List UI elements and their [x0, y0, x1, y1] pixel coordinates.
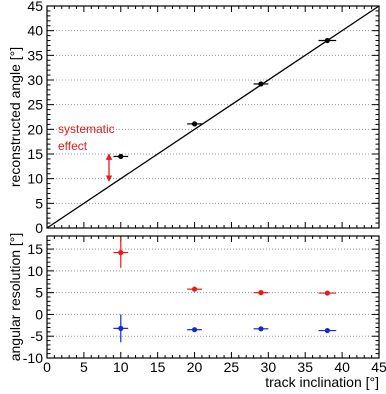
data-point-blue [258, 326, 264, 332]
data-point-black [191, 121, 198, 127]
top-panel: 0 5 10 15 20 25 30 35 40 45 reconstructed angle [°… [7, 0, 380, 236]
bottom-panel: -10 -5 0 5 10 15 0 5 10 15 20 25 30 35 40 45 angular res… [7, 233, 386, 390]
data-point-black [118, 153, 124, 160]
data-point-blue [118, 325, 124, 331]
plot-frame [46, 235, 380, 359]
annotation-text: systematic [58, 122, 115, 136]
annotation-text: effect [58, 139, 88, 153]
y-tick-label: -10 [23, 350, 43, 366]
x-tick-label: 5 [80, 359, 88, 375]
y-tick-label: 0 [35, 220, 43, 236]
y-tick-label: 40 [27, 23, 43, 39]
y-tick-label: 20 [27, 121, 43, 137]
data-point-red [324, 290, 330, 296]
y-tick-label: 10 [27, 171, 43, 187]
y-axis-label: reconstructed angle [°] [7, 47, 23, 187]
data-point-red [258, 290, 264, 296]
x-tick-label: 35 [297, 359, 313, 375]
x-tick-label: 25 [224, 359, 240, 375]
y-tick-label: 10 [27, 263, 43, 279]
y-axis-label: angular resolution [°] [7, 233, 23, 362]
x-tick-label: 45 [371, 359, 386, 375]
x-tick-label: 40 [334, 359, 350, 375]
x-tick-label: 30 [261, 359, 277, 375]
x-axis-label: track inclination [°] [265, 374, 379, 390]
x-tick-label: 15 [150, 359, 166, 375]
x-tick-label: 10 [113, 359, 129, 375]
y-tick-label: 0 [35, 306, 43, 322]
y-tick-label: 15 [27, 146, 43, 162]
x-tick-label: 0 [43, 359, 51, 375]
y-tick-label: 30 [27, 72, 43, 88]
data-point-red [191, 286, 198, 292]
reference-line [46, 5, 380, 229]
data-point-red [118, 249, 124, 256]
y-tick-label: -5 [31, 328, 44, 344]
y-tick-label: 5 [35, 285, 43, 301]
data-point-blue [191, 327, 198, 333]
data-point-black [324, 37, 330, 44]
data-point-blue [324, 327, 330, 334]
y-tick-label: 15 [27, 241, 43, 257]
y-tick-label: 45 [27, 0, 43, 14]
x-tick-label: 20 [187, 359, 203, 375]
data-point-black [258, 81, 264, 87]
y-tick-label: 35 [27, 47, 43, 63]
y-tick-label: 5 [35, 195, 43, 211]
y-tick-label: 25 [27, 97, 43, 113]
plot-frame [46, 5, 380, 229]
